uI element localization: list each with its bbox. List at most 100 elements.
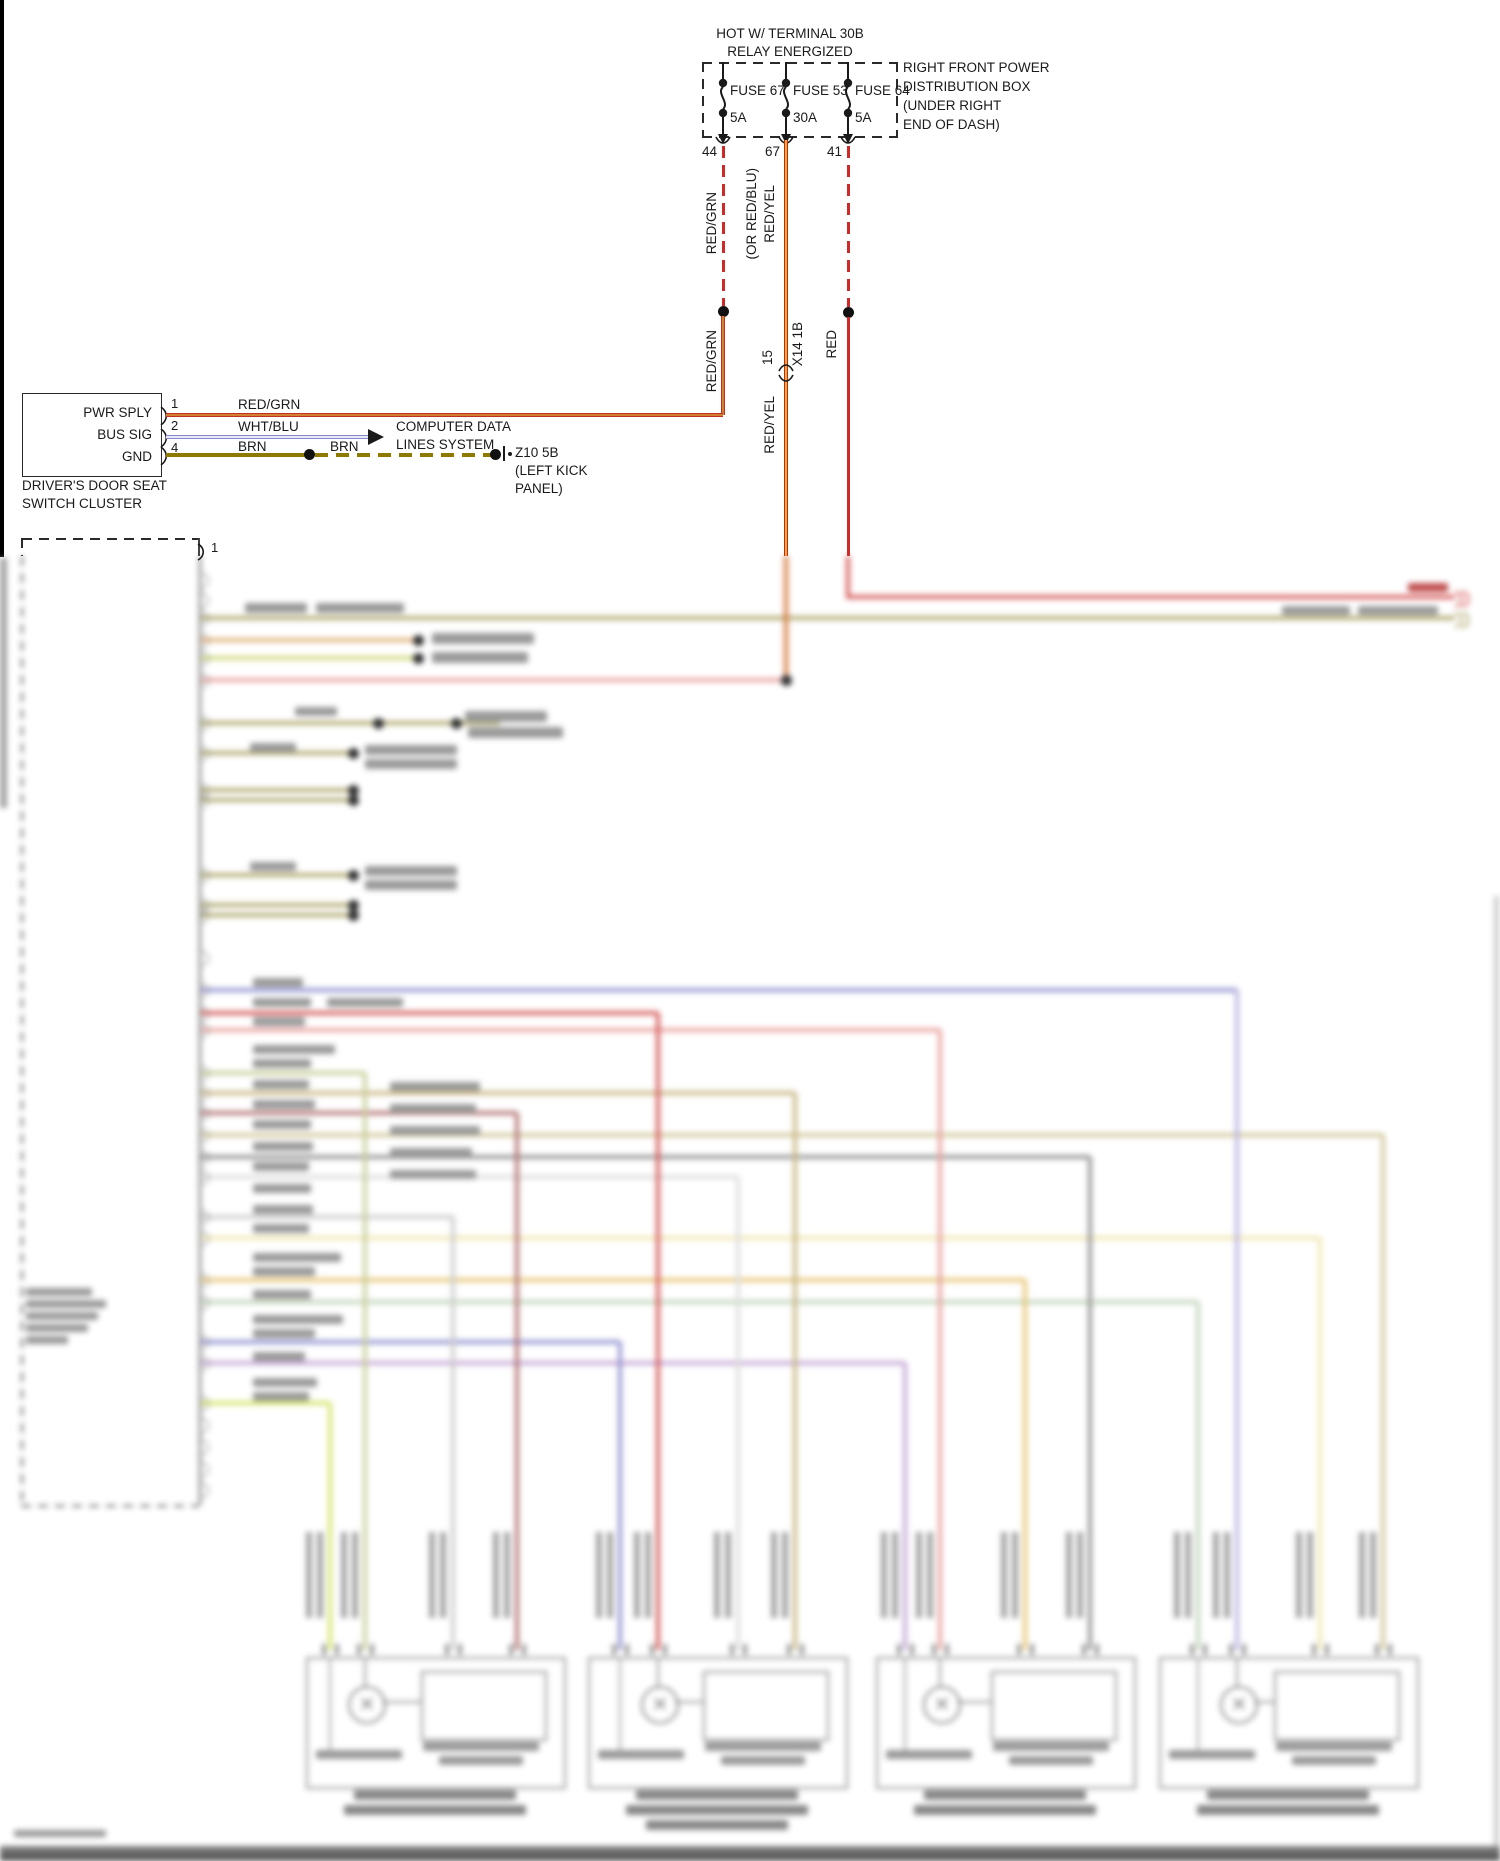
blurred-wire-h — [200, 903, 350, 907]
blurred-assembly-name — [924, 1790, 1086, 1800]
blurred-wire-v — [328, 1403, 332, 1650]
pin-41-connector-icon — [840, 136, 856, 144]
blurred-pin-bump — [200, 951, 209, 966]
gnd-terminal-mini-dot — [508, 452, 512, 456]
blurred-wire-h — [200, 656, 415, 660]
blurred-splice-dot — [347, 784, 359, 796]
blurred-label — [1408, 583, 1448, 592]
blurred-label — [468, 727, 563, 738]
fuse-box-border-top — [702, 62, 898, 64]
blurred-wire-vlabel — [892, 1532, 898, 1618]
cluster-name-line2: SWITCH CLUSTER — [22, 496, 143, 511]
blurred-label — [327, 998, 403, 1007]
blurred-assembly-name — [1197, 1805, 1379, 1815]
blurred-label — [253, 1142, 313, 1151]
computer-data-line1: COMPUTER DATA — [396, 419, 512, 434]
blurred-label — [390, 1148, 472, 1157]
blurred-wire-vlabel — [927, 1532, 933, 1618]
blurred-pin-bump — [200, 793, 209, 808]
blurred-assembly-name — [354, 1790, 516, 1800]
blurred-inner-box — [703, 1671, 829, 1741]
blurred-pin-bump — [200, 1356, 209, 1371]
blurred-link-line — [957, 1701, 991, 1703]
fuse-box-border-right — [896, 62, 898, 138]
blurred-connector-mark — [1455, 591, 1462, 607]
blurred-wire-v — [784, 556, 788, 682]
blurred-wire-conn-mark — [335, 1644, 339, 1655]
blurred-pin-bump — [200, 1396, 209, 1411]
blurred-label — [316, 603, 404, 613]
wire-41-splice-dot — [842, 306, 854, 318]
blurred-wire-conn-mark — [1203, 1644, 1207, 1655]
cluster-pin-4-number: 4 — [171, 440, 179, 455]
blurred-link-line — [675, 1701, 703, 1703]
blurred-wire-h — [200, 678, 786, 682]
blurred-wire-conn-mark — [458, 1644, 462, 1655]
blurred-pin-bump — [200, 1273, 209, 1288]
blurred-wire-vlabel — [429, 1532, 435, 1618]
blurred-wire-v — [363, 1073, 367, 1650]
blurred-label — [253, 1315, 343, 1324]
blurred-label — [253, 1045, 335, 1054]
blurred-pin-bump — [200, 1483, 209, 1498]
fuse-67-rating: 5A — [730, 110, 747, 125]
seat-module-border-top — [22, 538, 198, 540]
blurred-pin-bump — [200, 1106, 209, 1121]
blurred-label — [253, 1224, 309, 1233]
blurred-label — [250, 743, 296, 752]
blurred-label — [721, 1756, 805, 1765]
blurred-label — [432, 633, 534, 644]
motor-icon: ✕ — [1220, 1686, 1258, 1724]
blurred-label — [253, 1392, 309, 1401]
blurred-assembly-box — [588, 1657, 848, 1789]
pin-41-number: 41 — [826, 144, 842, 159]
power-box-location-line3: (UNDER RIGHT — [903, 98, 1002, 113]
blurred-pin-bump — [200, 1023, 209, 1038]
blurred-wire-h — [200, 1133, 1383, 1137]
blurred-label — [253, 1290, 311, 1299]
blurred-splice-dot — [450, 717, 462, 729]
blurred-pin-bump — [200, 983, 209, 998]
blurred-wire-v — [793, 1093, 797, 1650]
blurred-label — [253, 1378, 317, 1387]
blurred-wire-conn-mark — [1388, 1644, 1392, 1655]
blurred-wire-conn-mark — [1229, 1644, 1233, 1655]
blurred-wire-vlabel — [1077, 1532, 1083, 1618]
blurred-wire-vlabel — [782, 1532, 788, 1618]
blurred-splice-dot — [347, 909, 359, 921]
blurred-pin-bump — [200, 908, 209, 923]
blurred-splice-dot — [347, 794, 359, 806]
blurred-pin-bump — [200, 1231, 209, 1246]
blurred-wire-conn-mark — [509, 1644, 513, 1655]
blurred-wire-h — [200, 1071, 365, 1075]
wire-67-upper-segment — [784, 140, 788, 556]
motor-icon: ✕ — [641, 1686, 679, 1724]
x14-pin-number: 15 — [760, 350, 775, 366]
gnd-terminal-tick — [503, 446, 505, 461]
blurred-wire-vlabel — [504, 1532, 510, 1618]
blurred-connector-mark — [1455, 612, 1462, 628]
blurred-wire-conn-mark — [445, 1644, 449, 1655]
blurred-inner-box — [1274, 1671, 1400, 1741]
blurred-wire-h — [200, 1300, 1198, 1304]
blurred-wire-vlabel — [1213, 1532, 1219, 1618]
blurred-pin-bump — [200, 1462, 209, 1477]
blurred-splice-dot — [347, 899, 359, 911]
switch-cluster-box — [22, 393, 162, 477]
blurred-connector-mark — [1462, 591, 1469, 607]
blurred-label — [26, 1336, 68, 1344]
blurred-label — [253, 1352, 305, 1361]
blurred-wire-conn-mark — [787, 1644, 791, 1655]
blurred-wire-h — [200, 638, 415, 642]
wire-44-dashed-segment — [721, 146, 725, 306]
x14-connector-id: X14 1B — [790, 322, 805, 367]
blurred-wire-v — [1023, 1280, 1027, 1650]
blurred-wire-v — [1318, 1238, 1322, 1650]
blurred-wire-vlabel — [1174, 1532, 1180, 1618]
blurred-wire-vlabel — [352, 1532, 358, 1618]
blurred-wire-vlabel — [1012, 1532, 1018, 1618]
blurred-pin-bump — [200, 716, 209, 731]
blurred-wire-v — [515, 1113, 519, 1650]
blurred-label — [365, 866, 457, 876]
blurred-wire-vlabel — [341, 1532, 347, 1618]
